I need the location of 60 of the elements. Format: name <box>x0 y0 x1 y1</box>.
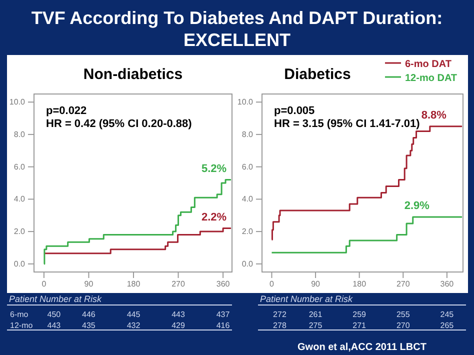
x-tick-label: 0 <box>270 280 275 289</box>
y-tick-label: 2.0 <box>14 227 26 236</box>
text: 416 <box>216 321 230 330</box>
chart-title: TVF According To Diabetes And DAPT Duration: EXCELLENT <box>31 8 443 50</box>
legend-label: 6-mo DAT <box>405 59 452 70</box>
text: 245 <box>440 310 454 319</box>
text: 437 <box>216 310 230 319</box>
y-tick-label: 0.0 <box>242 259 254 268</box>
legend-label: 12-mo DAT <box>405 73 458 84</box>
x-tick-label: 180 <box>126 280 141 289</box>
x-tick-label: 270 <box>396 280 410 289</box>
text: Patient Number at Risk <box>260 294 354 304</box>
text: Patient Number at Risk <box>9 294 102 304</box>
text: 443 <box>172 310 186 319</box>
x-tick-label: 90 <box>84 280 94 289</box>
text: 450 <box>47 310 62 319</box>
text: 259 <box>352 310 367 319</box>
text: Gwon et al,ACC 2011 LBCT <box>298 342 426 353</box>
y-tick-label: 2.0 <box>242 227 254 236</box>
text: 271 <box>352 321 367 330</box>
y-tick-label: 6.0 <box>14 162 26 172</box>
x-tick-label: 0 <box>42 280 47 289</box>
text: 12-mo <box>10 321 34 330</box>
text: 435 <box>82 321 96 330</box>
x-tick-label: 360 <box>440 280 454 289</box>
y-tick-label: 0.0 <box>14 259 26 268</box>
text: 278 <box>273 321 287 330</box>
text: 255 <box>396 310 410 319</box>
annotation: HR = 0.42 (95% CI 0.20-0.88) <box>46 118 192 130</box>
x-tick-label: 270 <box>172 280 186 289</box>
annotation: 5.2% <box>201 162 227 175</box>
text: 429 <box>172 321 186 330</box>
chart-subtitle: Non-diabetics <box>83 66 183 83</box>
annotation: 2.9% <box>404 200 430 212</box>
annotation: p=0.022 <box>46 105 87 117</box>
annotation: p=0.005 <box>274 105 315 117</box>
text: 261 <box>308 310 323 319</box>
annotation: 8.8% <box>421 109 447 122</box>
y-tick-label: 10.0 <box>237 98 254 107</box>
y-tick-label: 6.0 <box>242 162 254 172</box>
x-tick-label: 360 <box>216 280 230 289</box>
text: 270 <box>396 321 410 330</box>
y-tick-label: 10.0 <box>9 98 26 107</box>
text: 272 <box>273 310 287 319</box>
x-tick-label: 180 <box>352 280 367 289</box>
text: 6-mo <box>10 310 29 319</box>
annotation: 2.2% <box>201 211 227 224</box>
annotation: HR = 3.15 (95% CI 1.41-7.01) <box>274 118 420 130</box>
y-tick-label: 4.0 <box>14 194 26 204</box>
x-tick-label: 90 <box>311 280 321 289</box>
text: 445 <box>126 310 141 319</box>
y-tick-label: 8.0 <box>14 130 26 140</box>
text: 265 <box>440 321 454 330</box>
text: 275 <box>308 321 323 330</box>
text: 446 <box>82 310 96 319</box>
text: 432 <box>126 321 141 330</box>
y-tick-label: 4.0 <box>242 194 254 204</box>
y-tick-label: 8.0 <box>242 130 254 140</box>
text: 443 <box>47 321 62 330</box>
chart-subtitle: Diabetics <box>284 66 351 83</box>
